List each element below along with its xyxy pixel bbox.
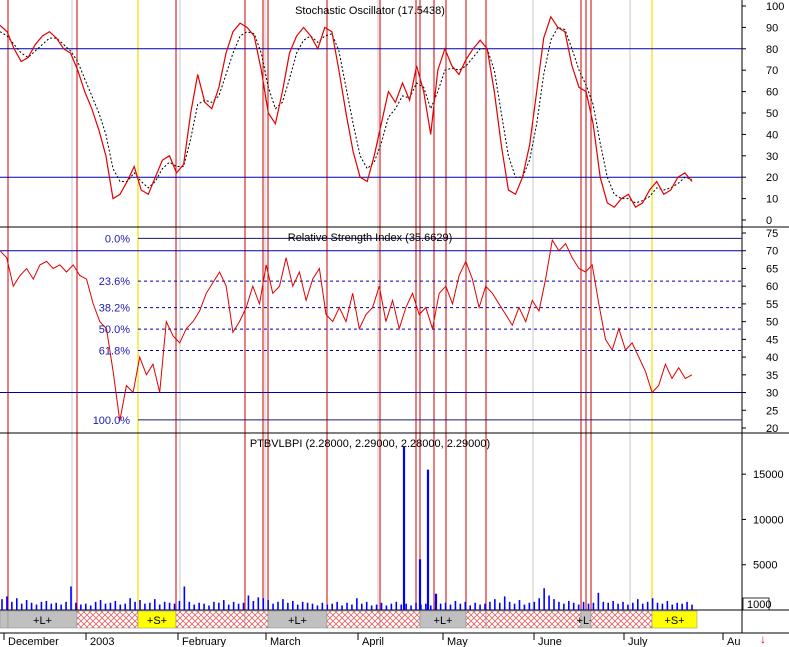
band-label: +S+	[664, 615, 684, 627]
rsi-tick-label: 55	[766, 299, 778, 311]
fib-label: 23.6%	[99, 276, 130, 288]
stoch-tick-label: 60	[766, 87, 778, 99]
stoch-tick-label: 70	[766, 65, 778, 77]
stoch-tick-label: 90	[766, 22, 778, 34]
band-label: +L+	[577, 615, 596, 627]
band-segment	[651, 610, 698, 629]
band-segment	[379, 610, 421, 629]
x-axis-label: December	[8, 636, 59, 647]
stoch-tick-label: 0	[766, 215, 772, 227]
x-axis-label: April	[362, 636, 384, 647]
x-axis-label: 2003	[90, 636, 114, 647]
band-label: +L+	[288, 615, 307, 627]
rsi-tick-label: 65	[766, 263, 778, 275]
volume-tick-label: 10000	[753, 514, 784, 526]
stoch-tick-label: 30	[766, 151, 778, 163]
stoch-tick-label: 50	[766, 108, 778, 120]
x-axis-label: June	[538, 636, 562, 647]
rsi-tick-label: 30	[766, 388, 778, 400]
x-axis-label: May	[447, 636, 468, 647]
band-segment	[0, 610, 9, 629]
fib-label: 61.8%	[99, 346, 130, 358]
stoch-main-line	[0, 15, 693, 209]
band-segment	[590, 610, 653, 629]
rsi-tick-label: 40	[766, 352, 778, 364]
stoch-tick-label: 10	[766, 194, 778, 206]
volume-tick-label: 15000	[753, 469, 784, 481]
band-segment	[175, 610, 246, 629]
stoch-signal-line	[0, 26, 693, 204]
rsi-tick-label: 35	[766, 370, 778, 382]
stochastic-title: Stochastic Oscillator (17.5438)	[295, 5, 445, 17]
rsi-title: Relative Strength Index (35.6629)	[288, 232, 453, 244]
x-axis-label: February	[182, 636, 227, 647]
volume-title: PTBVLBPI (2.28000, 2.29000, 2.28000, 2.2…	[250, 438, 490, 450]
rsi-tick-label: 60	[766, 281, 778, 293]
band-label: +L+	[434, 615, 453, 627]
x-axis-label: March	[270, 636, 301, 647]
stoch-tick-label: 100	[766, 1, 784, 13]
rsi-tick-label: 20	[766, 423, 778, 435]
rsi-tick-label: 75	[766, 228, 778, 240]
volume-readout: 1000	[747, 599, 771, 611]
rsi-line	[0, 238, 693, 421]
volume-tick-label: 5000	[753, 560, 777, 572]
band-segment	[76, 610, 139, 629]
stoch-tick-label: 40	[766, 129, 778, 141]
volume-readout-box	[742, 597, 770, 611]
band-segment	[465, 610, 487, 629]
band-label: +S+	[147, 615, 167, 627]
stoch-tick-label: 80	[766, 44, 778, 56]
fib-label: 0.0%	[105, 233, 130, 245]
rsi-tick-label: 45	[766, 334, 778, 346]
band-segment	[485, 610, 582, 629]
x-axis-label: July	[628, 636, 648, 647]
fib-label: 50.0%	[99, 324, 130, 336]
fib-label: 38.2%	[99, 303, 130, 315]
band-segment	[326, 610, 381, 629]
fib-label: 100.0%	[93, 415, 131, 427]
stoch-tick-label: 20	[766, 172, 778, 184]
rsi-tick-label: 25	[766, 405, 778, 417]
down-arrow-icon[interactable]: ↓	[760, 632, 766, 646]
band-segment	[244, 610, 269, 629]
rsi-tick-label: 50	[766, 317, 778, 329]
band-label: +L+	[33, 615, 52, 627]
rsi-tick-label: 70	[766, 246, 778, 258]
x-axis-label: Au	[727, 636, 740, 647]
